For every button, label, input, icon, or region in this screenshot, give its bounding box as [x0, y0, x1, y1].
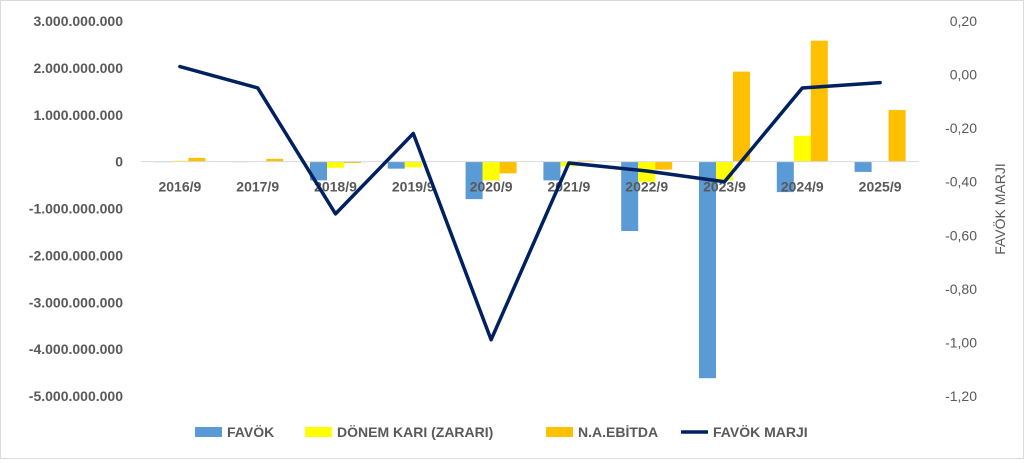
- legend-label: FAVÖK MARJI: [713, 424, 808, 440]
- right-tick-label: -0,80: [945, 281, 977, 297]
- line-favok-marji: [178, 64, 882, 342]
- legend-swatch: [305, 427, 332, 437]
- right-axis-title: FAVÖK MARJI: [991, 163, 1008, 255]
- bar-d-nem-kari-zarari-: [404, 161, 422, 168]
- bar-fav-k: [543, 161, 561, 181]
- left-tick-label: -4.000.000.000: [29, 341, 123, 357]
- left-tick-label: -2.000.000.000: [29, 247, 123, 263]
- x-tick-label: 2019/9: [392, 179, 435, 195]
- x-tick-label: 2017/9: [236, 179, 279, 195]
- x-tick-label: 2023/9: [703, 179, 746, 195]
- bar-fav-k: [310, 161, 327, 181]
- right-tick-label: -1,20: [945, 388, 977, 404]
- x-tick-label: 2020/9: [470, 179, 513, 195]
- legend-swatch: [546, 427, 573, 437]
- line-layer: [178, 64, 882, 342]
- bar-fav-k: [699, 161, 716, 379]
- legend-label: N.A.EBİTDA: [578, 424, 658, 440]
- bar-d-nem-kari-zarari-: [716, 161, 733, 181]
- right-tick-label: -0,20: [945, 120, 977, 136]
- left-tick-label: -1.000.000.000: [29, 201, 123, 217]
- right-tick-label: 0,00: [950, 67, 977, 83]
- legend-item: FAVÖK: [195, 424, 274, 440]
- x-tick-label: 2021/9: [547, 179, 590, 195]
- bar-n-a-ebi-tda: [499, 161, 517, 174]
- left-tick-label: 2.000.000.000: [33, 60, 123, 76]
- left-tick-label: 1.000.000.000: [33, 107, 123, 123]
- right-tick-label: 0,20: [950, 13, 977, 29]
- bar-fav-k: [854, 161, 872, 172]
- bar-fav-k: [387, 161, 405, 169]
- x-tick-label: 2025/9: [859, 179, 902, 195]
- right-tick-label: -1,00: [945, 334, 977, 350]
- legend-item: N.A.EBİTDA: [546, 424, 658, 440]
- left-tick-label: -3.000.000.000: [29, 294, 123, 310]
- x-tick-labels: 2016/9 2017/9 2018/9 2019/9 2020/9 2021/9 2022…: [158, 179, 901, 195]
- left-tick-label: 0: [115, 154, 123, 170]
- bar-n-a-ebi-tda: [266, 158, 284, 162]
- legend-swatch: [195, 427, 222, 437]
- bar-d-nem-kari-zarari-: [482, 161, 500, 181]
- bars-layer: [154, 40, 906, 379]
- legend-label: DÖNEM KARI (ZARARI): [337, 424, 493, 440]
- bar-fav-k: [621, 161, 639, 231]
- legend: FAVÖK DÖNEM KARI (ZARARI) N.A.EBİTDA FAVÖK …: [195, 424, 808, 440]
- right-axis-tick-labels: 0,20 0,00 -0,20 -0,40 -0,60 -0,80 -1,00 -1,20: [945, 13, 977, 404]
- right-tick-label: -0,40: [945, 174, 977, 190]
- bar-n-a-ebi-tda: [188, 157, 206, 162]
- bar-n-a-ebi-tda: [655, 161, 673, 170]
- left-tick-label: -5.000.000.000: [29, 388, 123, 404]
- bar-d-nem-kari-zarari-: [793, 135, 811, 162]
- bar-fav-k: [776, 161, 794, 193]
- legend-label: FAVÖK: [227, 424, 274, 440]
- x-tick-label: 2022/9: [625, 179, 668, 195]
- x-tick-label: 2018/9: [314, 179, 357, 195]
- bar-n-a-ebi-tda: [810, 40, 828, 162]
- bar-n-a-ebi-tda: [344, 161, 361, 164]
- right-tick-label: -0,60: [945, 227, 977, 243]
- bar-d-nem-kari-zarari-: [327, 161, 344, 168]
- left-tick-label: 3.000.000.000: [33, 13, 123, 29]
- x-tick-label: 2024/9: [781, 179, 824, 195]
- left-axis-tick-labels: 3.000.000.000 2.000.000.000 1.000.000.000 0…: [29, 13, 123, 404]
- bar-n-a-ebi-tda: [888, 110, 906, 162]
- legend-item: DÖNEM KARI (ZARARI): [305, 424, 493, 440]
- bar-fav-k: [465, 161, 483, 200]
- x-tick-label: 2016/9: [158, 179, 201, 195]
- legend-item: FAVÖK MARJI: [681, 424, 808, 440]
- bar-n-a-ebi-tda: [733, 71, 750, 162]
